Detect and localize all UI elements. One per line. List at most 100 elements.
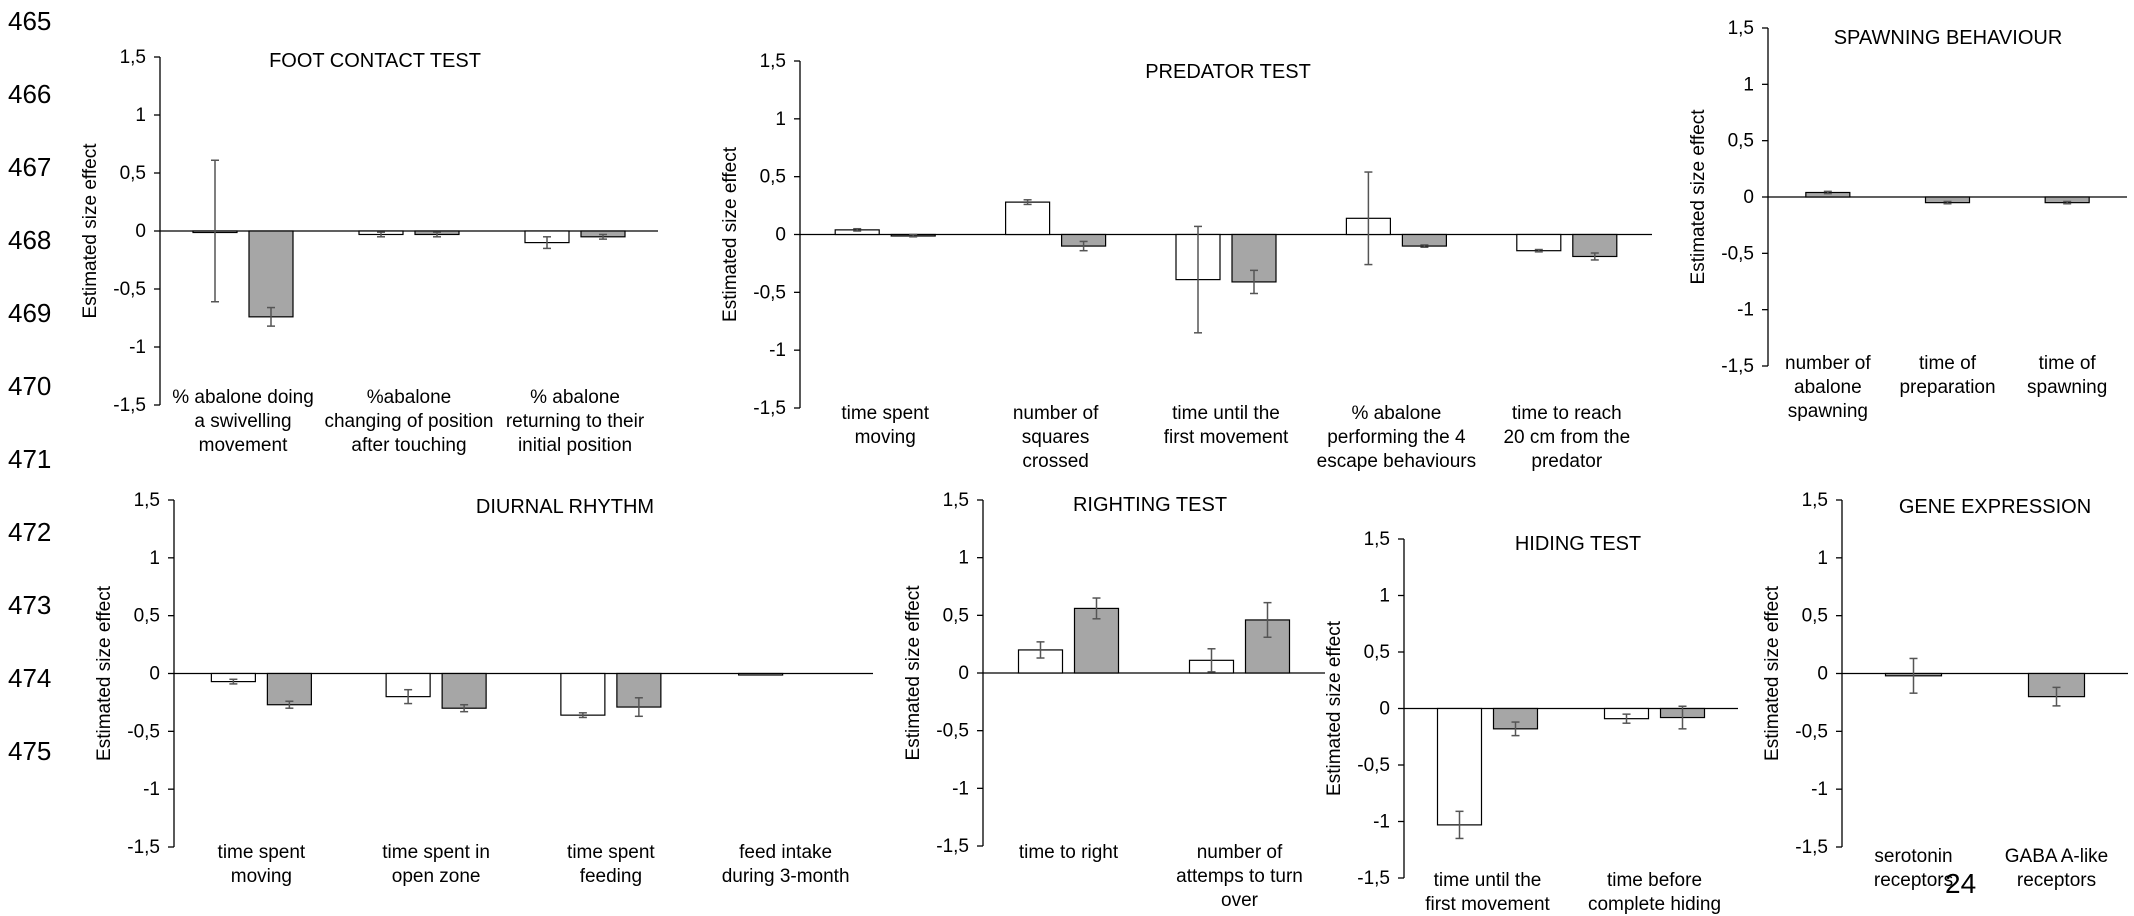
category-label: feed intake during 3-month <box>722 842 850 887</box>
category-label-line: time to reach <box>1512 403 1622 424</box>
line-number: 474 <box>8 663 51 693</box>
category-label-line: number of <box>1197 842 1283 863</box>
category-label-line: over <box>1221 890 1259 911</box>
line-number: 471 <box>8 444 51 474</box>
y-tick-label: 0 <box>149 664 160 685</box>
y-tick-label: 0 <box>135 221 146 242</box>
y-tick-label: -1,5 <box>753 398 786 419</box>
category-label-line: spawning <box>2027 377 2107 398</box>
chart-title: FOOT CONTACT TEST <box>269 50 481 72</box>
y-tick-label: -1,5 <box>1795 837 1828 858</box>
chart-title: DIURNAL RHYTHM <box>476 496 654 518</box>
category-label: time until the first movement <box>1425 870 1550 915</box>
chart-panel: PREDATOR TEST 1,5 1 0,5 0 -0,5 -1 -1,5 Estimated… <box>720 51 1652 472</box>
y-tick-label: -1,5 <box>1721 356 1754 377</box>
category-label-line: %abalone <box>367 387 452 408</box>
category-label-line: moving <box>855 427 916 448</box>
category-label: GABA A-like receptors <box>2005 846 2109 891</box>
y-tick-label: 1,5 <box>1364 529 1390 550</box>
category-label: time spent moving <box>218 842 306 887</box>
y-axis-label: Estimated size effect <box>80 143 101 319</box>
y-tick-label: 1,5 <box>760 51 786 72</box>
category-label-line: time spent <box>567 842 655 863</box>
bar <box>1436 707 1483 826</box>
y-tick-label: 0,5 <box>1802 606 1828 627</box>
y-tick-label: 0,5 <box>134 606 160 627</box>
category-label: time spent moving <box>841 403 929 448</box>
y-tick-label: 1 <box>775 109 786 130</box>
category-label: time of preparation <box>1899 353 1995 398</box>
chart-title: RIGHTING TEST <box>1073 494 1227 516</box>
category-label: time before complete hiding <box>1588 870 1721 915</box>
line-number: 475 <box>8 736 51 766</box>
category-label-line: squares <box>1022 427 1090 448</box>
category-label-line: number of <box>1785 353 1871 374</box>
y-tick-label: 1,5 <box>1802 490 1828 511</box>
y-tick-label: -0,5 <box>753 282 786 303</box>
chart-title: PREDATOR TEST <box>1145 61 1311 83</box>
y-tick-label: 1 <box>1817 548 1828 569</box>
y-tick-label: -0,5 <box>113 279 146 300</box>
category-label-line: attemps to turn <box>1176 866 1303 887</box>
category-label-line: time spent in <box>382 842 490 863</box>
category-label-line: during 3-month <box>722 866 850 887</box>
y-tick-label: 1,5 <box>1728 18 1754 39</box>
category-label-line: spawning <box>1788 401 1868 422</box>
chart-panel: HIDING TEST 1,5 1 0,5 0 -0,5 -1 -1,5 Estimated s… <box>1324 529 1738 915</box>
category-label-line: abalone <box>1794 377 1862 398</box>
y-tick-label: -1 <box>769 340 786 361</box>
category-label: time until the first movement <box>1164 403 1289 448</box>
category-label-line: time to right <box>1019 842 1119 863</box>
y-tick-label: -1 <box>1737 300 1754 321</box>
bar <box>1516 233 1562 252</box>
charts: FOOT CONTACT TEST 1,5 1 0,5 0 -0,5 -1 -1,5 Estim… <box>80 18 2128 915</box>
y-tick-label: 1 <box>1743 74 1754 95</box>
y-tick-label: 0 <box>1817 664 1828 685</box>
line-number: 465 <box>8 6 51 36</box>
category-label-line: time spent <box>841 403 929 424</box>
category-label-line: open zone <box>392 866 481 887</box>
y-tick-label: 0 <box>1379 699 1390 720</box>
category-label-line: first movement <box>1425 894 1550 915</box>
category-label-line: moving <box>231 866 292 887</box>
line-number: 468 <box>8 225 51 255</box>
y-tick-label: -0,5 <box>1357 755 1390 776</box>
y-tick-label: 1,5 <box>943 490 969 511</box>
y-tick-label: -1 <box>1373 812 1390 833</box>
y-tick-label: -1 <box>143 779 160 800</box>
category-label-line: % abalone <box>530 387 620 408</box>
bar <box>441 672 487 709</box>
line-numbers: 465 466 467 468 469 470 471 472 473 474 … <box>8 6 51 766</box>
chart-panel: RIGHTING TEST 1,5 1 0,5 0 -0,5 -1 -1,5 Estimated… <box>903 490 1325 911</box>
y-tick-label: -1,5 <box>127 837 160 858</box>
line-number: 467 <box>8 152 51 182</box>
category-label-line: preparation <box>1899 377 1995 398</box>
bar <box>266 672 312 706</box>
bar <box>1004 201 1051 236</box>
line-number: 473 <box>8 590 51 620</box>
category-label-line: predator <box>1531 451 1602 472</box>
y-tick-label: 1 <box>135 105 146 126</box>
category-label-line: complete hiding <box>1588 894 1721 915</box>
chart-panel: DIURNAL RHYTHM 1,5 1 0,5 0 -0,5 -1 -1,5 Estimate… <box>94 490 873 887</box>
category-label-line: changing of position <box>324 411 493 432</box>
category-label: % abalone doing a swivelling movement <box>172 387 314 456</box>
category-label-line: % abalone doing <box>172 387 314 408</box>
chart-panel: SPAWNING BEHAVIOUR 1,5 1 0,5 0 -0,5 -1 -1,5 Esti… <box>1688 18 2127 422</box>
category-label-line: after touching <box>351 435 466 456</box>
category-label: serotonin receptors <box>1874 846 1953 891</box>
page-number: 24 <box>1945 868 1976 899</box>
category-label-line: serotonin <box>1874 846 1952 867</box>
category-label-line: time of <box>2039 353 2097 374</box>
y-axis-label: Estimated size effect <box>720 146 741 322</box>
y-tick-label: -1 <box>129 337 146 358</box>
category-label-line: feed intake <box>739 842 832 863</box>
line-number: 472 <box>8 517 51 547</box>
category-label: % abalone performing the 4 escape behaviou… <box>1317 403 1477 472</box>
y-tick-label: 1 <box>1379 586 1390 607</box>
bar <box>560 672 606 716</box>
line-number: 470 <box>8 371 51 401</box>
y-tick-label: -0,5 <box>936 721 969 742</box>
y-tick-label: -1,5 <box>113 395 146 416</box>
